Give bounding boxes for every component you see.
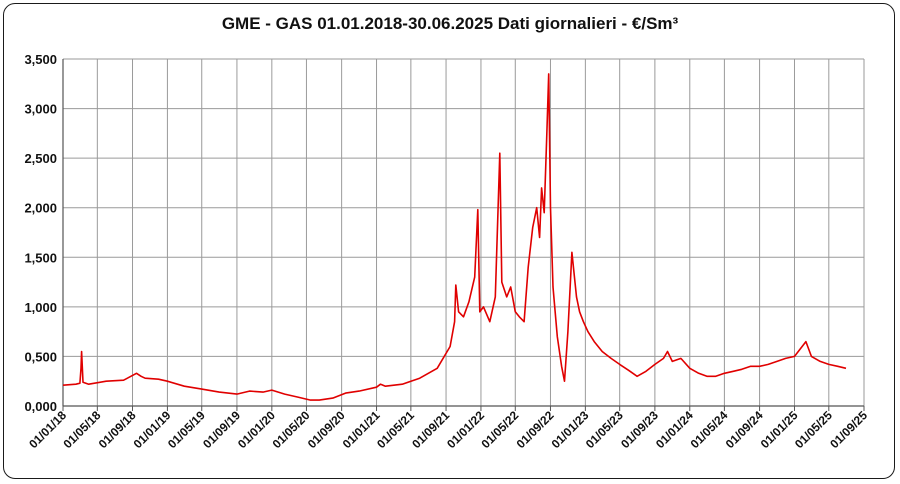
y-tick-label: 0,500 — [24, 349, 57, 364]
x-tick-label: 01/09/24 — [723, 408, 766, 451]
x-tick-label: 01/05/24 — [688, 408, 731, 451]
x-tick-label: 01/09/25 — [827, 408, 870, 451]
x-tick-label: 01/09/20 — [305, 408, 348, 451]
x-tick-label: 01/05/20 — [270, 408, 313, 451]
y-tick-label: 1,000 — [24, 300, 57, 315]
x-tick-label: 01/05/25 — [792, 408, 835, 451]
y-tick-labels: 0,000 0,500 1,000 1,500 2,000 2,500 3,000 3,500 — [24, 52, 57, 414]
axes — [62, 59, 865, 411]
x-tick-label: 01/05/21 — [374, 408, 417, 451]
y-tick-label: 2,000 — [24, 201, 57, 216]
x-tick-label: 01/09/18 — [96, 408, 139, 451]
x-tick-label: 01/09/22 — [514, 408, 557, 451]
x-tick-label: 01/05/18 — [61, 408, 104, 451]
y-tick-label: 0,000 — [24, 399, 57, 414]
chart-title: GME - GAS 01.01.2018-30.06.2025 Dati gio… — [221, 14, 679, 33]
x-tick-label: 01/09/19 — [200, 408, 243, 451]
grid-lines — [62, 58, 865, 406]
x-tick-labels: 01/01/1801/05/1801/09/1801/01/1901/05/19… — [26, 408, 870, 451]
x-tick-label: 01/05/19 — [165, 408, 208, 451]
y-tick-label: 2,500 — [24, 151, 57, 166]
series-group — [62, 73, 847, 401]
chart-frame — [3, 3, 895, 479]
series-line — [62, 73, 847, 401]
x-tick-label: 01/05/23 — [583, 408, 626, 451]
y-tick-label: 3,500 — [24, 52, 57, 67]
x-tick-label: 01/09/23 — [618, 408, 661, 451]
y-tick-label: 1,500 — [24, 250, 57, 265]
x-tick-label: 01/09/21 — [409, 408, 452, 451]
y-tick-label: 3,000 — [24, 102, 57, 117]
x-tick-label: 01/05/22 — [478, 408, 521, 451]
